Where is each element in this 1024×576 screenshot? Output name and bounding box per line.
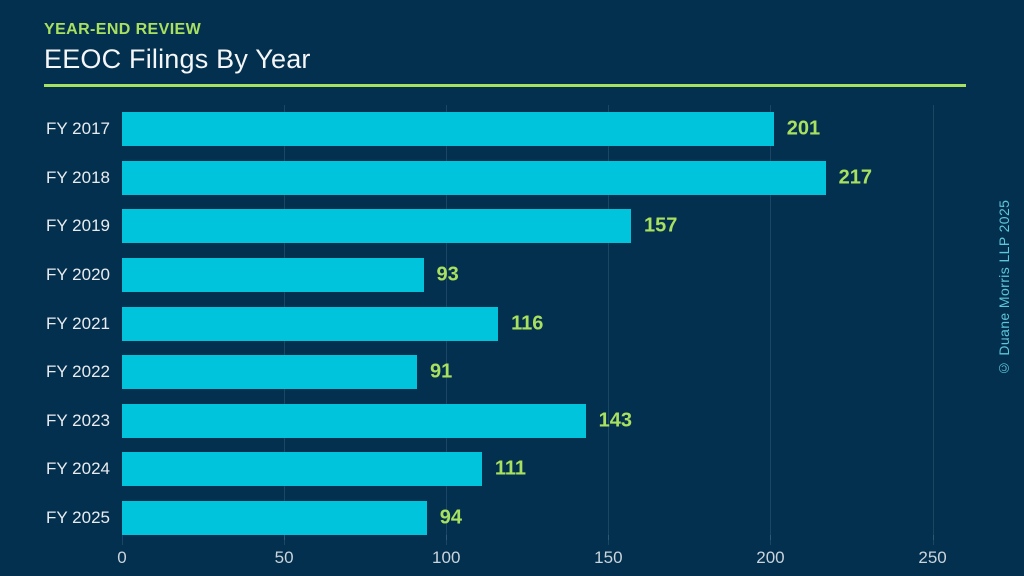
bar bbox=[122, 209, 632, 244]
x-axis: 0 50 100 150 200 250 bbox=[117, 546, 965, 572]
copyright-text: © Duane Morris LLP 2025 bbox=[996, 199, 1012, 377]
chart-row: FY 2025 94 bbox=[0, 494, 965, 543]
x-tick-label: 250 bbox=[918, 548, 947, 567]
chart-rows: FY 2017 201 FY 2018 217 FY 2019 157 FY 2020 93 F… bbox=[0, 105, 965, 542]
category-label: FY 2019 bbox=[46, 216, 110, 236]
bar-track: 143 bbox=[122, 403, 965, 438]
x-tick-label: 150 bbox=[594, 548, 623, 567]
value-label: 93 bbox=[436, 263, 459, 286]
value-label: 94 bbox=[439, 506, 463, 529]
eyebrow-label: YEAR-END REVIEW bbox=[44, 21, 202, 38]
bar-track: 111 bbox=[122, 452, 965, 487]
gridline bbox=[770, 105, 772, 540]
value-label: 157 bbox=[644, 214, 678, 237]
chart-row: FY 2019 157 bbox=[0, 202, 965, 251]
bar bbox=[122, 112, 774, 147]
chart-row: FY 2018 217 bbox=[0, 154, 965, 203]
tick-mark bbox=[122, 535, 123, 545]
value-label: 217 bbox=[838, 166, 872, 189]
x-tick-label: 50 bbox=[274, 548, 294, 567]
title-underline bbox=[44, 84, 966, 87]
bar bbox=[122, 160, 826, 195]
bar-track: 94 bbox=[122, 501, 965, 536]
tick-mark bbox=[608, 535, 610, 545]
bar-track: 217 bbox=[122, 160, 965, 195]
chart-row: FY 2022 91 bbox=[0, 348, 965, 397]
tick-mark bbox=[770, 535, 772, 545]
gridline bbox=[608, 105, 610, 540]
bar bbox=[122, 355, 418, 390]
bar bbox=[122, 258, 424, 293]
x-tick-label: 200 bbox=[756, 548, 785, 567]
value-label: 201 bbox=[786, 117, 821, 140]
chart-row: FY 2021 116 bbox=[0, 299, 965, 348]
x-tick-label: 0 bbox=[117, 548, 127, 567]
bar-track: 157 bbox=[122, 209, 965, 244]
tick-mark bbox=[284, 535, 286, 545]
value-label: 91 bbox=[430, 360, 453, 383]
bar-track: 201 bbox=[122, 112, 965, 147]
bar bbox=[122, 501, 427, 536]
category-label: FY 2025 bbox=[46, 508, 110, 528]
bar bbox=[122, 452, 482, 487]
bar-track: 93 bbox=[122, 258, 965, 293]
bar-chart: FY 2017 201 FY 2018 217 FY 2019 157 FY 2020 93 F… bbox=[0, 105, 1024, 567]
chart-row: FY 2023 143 bbox=[0, 397, 965, 446]
value-label: 111 bbox=[494, 457, 527, 480]
tick-mark bbox=[446, 535, 448, 545]
chart-row: FY 2017 201 bbox=[0, 105, 965, 154]
bar bbox=[122, 403, 586, 438]
bar-track: 116 bbox=[122, 306, 965, 341]
category-label: FY 2022 bbox=[46, 362, 110, 382]
value-label: 143 bbox=[598, 409, 633, 432]
bar bbox=[122, 306, 499, 341]
page-title: EEOC Filings By Year bbox=[44, 44, 311, 74]
value-label: 116 bbox=[511, 312, 544, 335]
category-label: FY 2024 bbox=[46, 459, 110, 479]
category-label: FY 2017 bbox=[46, 119, 110, 139]
chart-row: FY 2024 111 bbox=[0, 445, 965, 494]
x-tick-label: 100 bbox=[432, 548, 461, 567]
category-label: FY 2018 bbox=[46, 167, 110, 187]
category-label: FY 2023 bbox=[46, 410, 110, 430]
category-label: FY 2021 bbox=[46, 313, 110, 333]
tick-mark bbox=[932, 535, 934, 545]
category-label: FY 2020 bbox=[46, 265, 110, 285]
bar-track: 91 bbox=[122, 355, 965, 390]
gridline bbox=[932, 105, 934, 540]
chart-row: FY 2020 93 bbox=[0, 251, 965, 300]
